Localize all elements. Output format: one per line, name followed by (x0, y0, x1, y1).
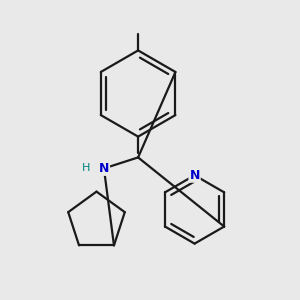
Text: N: N (189, 169, 200, 182)
Text: N: N (99, 162, 109, 175)
Text: H: H (82, 163, 90, 173)
